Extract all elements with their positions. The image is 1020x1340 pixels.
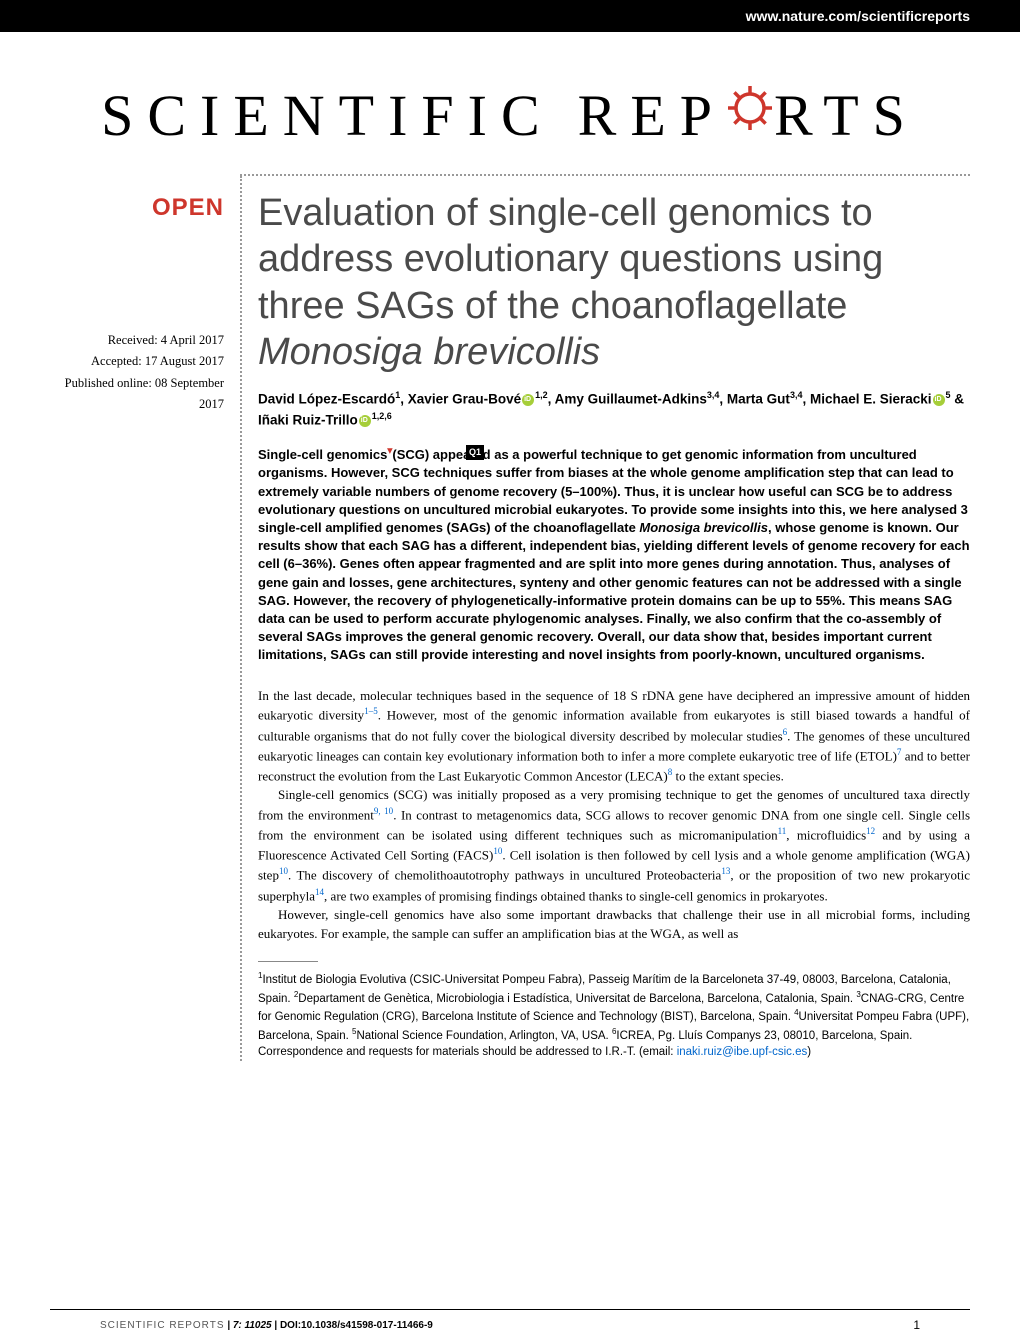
query-marker: Q1 <box>466 445 484 460</box>
published-date: Published online: 08 September 2017 <box>50 373 224 416</box>
title-species: Monosiga brevicollis <box>258 331 600 373</box>
footer-journal: SCIENTIFIC REPORTS <box>100 1320 225 1331</box>
title-main: Evaluation of single-cell genomics to ad… <box>258 192 883 327</box>
footer-citation: SCIENTIFIC REPORTS | 7: 11025 | DOI:10.1… <box>100 1320 433 1331</box>
body-text: In the last decade, molecular techniques… <box>258 687 970 944</box>
body-p1: In the last decade, molecular techniques… <box>258 687 970 787</box>
footer-volume: | 7: 11025 <box>225 1320 275 1331</box>
abstract: Q1 Single-cell genomics▾(SCG) appeared a… <box>258 445 970 665</box>
received-date: Received: 4 April 2017 <box>50 330 224 351</box>
main-content: OPEN Received: 4 April 2017 Accepted: 17… <box>0 176 1020 1061</box>
gear-icon <box>722 80 778 150</box>
logo-rts: RTS <box>774 82 919 149</box>
header-bar: www.nature.com/scientificreports <box>0 0 1020 32</box>
page-footer: SCIENTIFIC REPORTS | 7: 11025 | DOI:10.1… <box>50 1309 970 1340</box>
journal-logo: SCIENTIFIC REP RTS <box>0 32 1020 174</box>
open-access-badge: OPEN <box>50 194 224 222</box>
page-number: 1 <box>913 1318 920 1332</box>
abstract-text: Single-cell genomics▾(SCG) appeared as a… <box>258 447 970 662</box>
affiliations: 1Institut de Biologia Evolutiva (CSIC-Un… <box>258 970 970 1061</box>
footer-doi: | DOI:10.1038/s41598-017-11466-9 <box>274 1320 432 1331</box>
body-p2: Single-cell genomics (SCG) was initially… <box>258 786 970 906</box>
article-title: Evaluation of single-cell genomics to ad… <box>258 190 970 375</box>
affiliations-separator <box>258 961 318 962</box>
article-dates: Received: 4 April 2017 Accepted: 17 Augu… <box>50 330 224 415</box>
authors-list: David López-Escardó1, Xavier Grau-Bové1,… <box>258 389 970 431</box>
left-column: OPEN Received: 4 April 2017 Accepted: 17… <box>50 176 240 1061</box>
header-url[interactable]: www.nature.com/scientificreports <box>746 8 970 24</box>
accepted-date: Accepted: 17 August 2017 <box>50 351 224 372</box>
logo-rep: REP <box>578 82 726 149</box>
body-p3: However, single-cell genomics have also … <box>258 906 970 944</box>
right-column: Evaluation of single-cell genomics to ad… <box>240 176 970 1061</box>
logo-scientific: SCIENTIFIC <box>101 82 554 149</box>
